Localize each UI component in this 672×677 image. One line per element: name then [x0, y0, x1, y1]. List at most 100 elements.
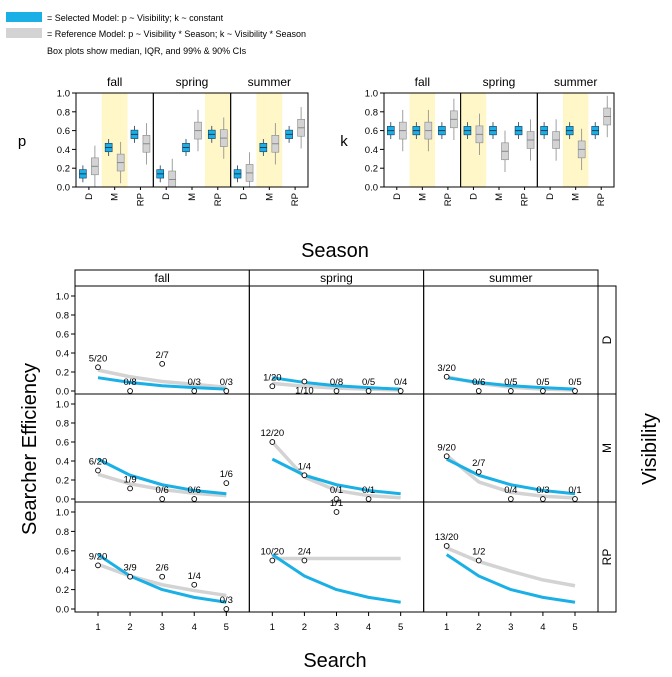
- legend: = Selected Model: p ~ Visibility; k ~ co…: [6, 12, 306, 56]
- y-tick-label: 1.0: [56, 292, 69, 303]
- reference-model-line: [445, 546, 576, 588]
- y-axis-label: k: [340, 133, 348, 150]
- point-label: 0/3: [220, 377, 233, 388]
- y-tick-label: 0.2: [57, 164, 70, 175]
- observed-point: [572, 496, 578, 502]
- y-tick-label: 0.6: [365, 126, 378, 137]
- point-label: 0/3: [220, 595, 233, 606]
- y-tick-label: 0.6: [56, 438, 69, 449]
- point-label: 0/1: [568, 485, 581, 496]
- point-label: 1/1: [330, 498, 343, 509]
- legend-label-reference: = Reference Model: p ~ Visibility * Seas…: [47, 29, 306, 39]
- panel-title: summer: [554, 75, 597, 89]
- point-label: 2/7: [472, 458, 485, 469]
- x-tick-label: D: [392, 193, 403, 200]
- p-boxplot-chart: p 0.0 0.2 0.4 0.6 0.8 1.0 fall D M RP spring D M RP sum…: [18, 75, 309, 206]
- point-label: 0/6: [156, 485, 169, 496]
- legend-note: Box plots show median, IQR, and 99% & 90…: [47, 46, 247, 56]
- point-label: 9/20: [437, 442, 456, 453]
- y-tick-label: 0.0: [365, 183, 378, 194]
- point-label: 1/4: [298, 461, 311, 472]
- x-tick-label: 3: [160, 622, 165, 633]
- observed-point: [507, 496, 514, 502]
- point-label: 1/2: [472, 547, 485, 558]
- point-label: 1/20: [263, 372, 282, 383]
- point-label: 0/6: [472, 377, 485, 388]
- y-tick-label: 0.0: [56, 605, 69, 616]
- point-label: 0/8: [123, 377, 136, 388]
- observed-point: [333, 496, 340, 502]
- x-tick-label: D: [468, 193, 479, 200]
- observed-point: [475, 557, 482, 564]
- x-tick-label: 4: [366, 622, 371, 633]
- panel-frame: [536, 92, 615, 188]
- y-tick-label: 0.6: [57, 126, 70, 137]
- point-label: 6/20: [89, 457, 108, 468]
- observed-point: [333, 509, 340, 515]
- point-label: 1/10: [295, 386, 314, 397]
- observed-point: [333, 388, 340, 394]
- legend-label-selected: = Selected Model: p ~ Visibility; k ~ co…: [47, 13, 224, 23]
- panel-title: spring: [483, 75, 516, 89]
- observed-point: [540, 388, 546, 394]
- observed-point: [223, 388, 230, 394]
- point-label: 0/5: [362, 377, 375, 388]
- observed-point: [191, 496, 198, 502]
- point-label: 0/3: [536, 485, 549, 496]
- y-tick-label: 0.8: [56, 419, 69, 430]
- observed-point: [159, 360, 166, 367]
- x-tick-label: 4: [540, 622, 545, 633]
- observed-point: [159, 573, 166, 580]
- observed-point: [191, 388, 198, 394]
- observed-point: [365, 496, 372, 502]
- x-tick-label: RP: [213, 193, 224, 206]
- highlight-band: [101, 93, 128, 187]
- row-axis-label: Visibility: [639, 413, 661, 485]
- observed-point: [223, 606, 230, 612]
- reference-model-line: [445, 453, 576, 500]
- x-tick-label: 2: [302, 622, 307, 633]
- x-tick-label: D: [84, 193, 95, 200]
- x-tick-label: 1: [95, 622, 100, 633]
- panel-frame: [230, 92, 309, 188]
- point-label: 1/9: [123, 474, 136, 485]
- panel-title: fall: [107, 75, 122, 89]
- x-tick-label: 3: [508, 622, 513, 633]
- observed-point: [507, 388, 514, 394]
- point-label: 5/20: [89, 353, 108, 364]
- observed-point: [443, 543, 450, 549]
- column-title: spring: [320, 271, 353, 285]
- observed-point: [127, 485, 133, 492]
- y-tick-label: 1.0: [56, 508, 69, 519]
- point-label: 13/20: [435, 532, 459, 543]
- point-label: 0/6: [188, 485, 201, 496]
- observed-point: [301, 378, 308, 385]
- row-title: RP: [600, 549, 614, 566]
- selected-model-line: [271, 553, 401, 604]
- selected-model-line: [445, 457, 576, 496]
- x-tick-label: 5: [572, 622, 577, 633]
- legend-swatch-reference: [6, 28, 42, 38]
- observed-point: [127, 388, 133, 394]
- x-tick-label: D: [545, 193, 556, 200]
- x-tick-label: 2: [476, 622, 481, 633]
- panel-title: fall: [415, 75, 430, 89]
- point-label: 0/8: [330, 377, 343, 388]
- observed-point: [95, 562, 101, 569]
- highlight-band: [409, 93, 436, 187]
- k-boxplot-chart: k 0.0 0.2 0.4 0.6 0.8 1.0 fall D M RP spring D M RP sum…: [340, 75, 615, 206]
- y-tick-label: 0.2: [56, 368, 69, 379]
- point-label: 0/3: [188, 377, 201, 388]
- y-tick-label: 0.6: [56, 330, 69, 341]
- x-tick-label: 3: [334, 622, 339, 633]
- x-tick-label: 2: [127, 622, 132, 633]
- y-axis-label: p: [18, 133, 26, 150]
- y-tick-label: 1.0: [57, 89, 70, 100]
- point-label: 0/5: [568, 377, 581, 388]
- point-label: 0/5: [504, 377, 517, 388]
- y-axis-label: Searcher Efficiency: [19, 363, 41, 535]
- observed-point: [572, 388, 578, 394]
- selected-model-line: [97, 553, 227, 604]
- observed-point: [223, 480, 230, 486]
- x-tick-label: 4: [192, 622, 197, 633]
